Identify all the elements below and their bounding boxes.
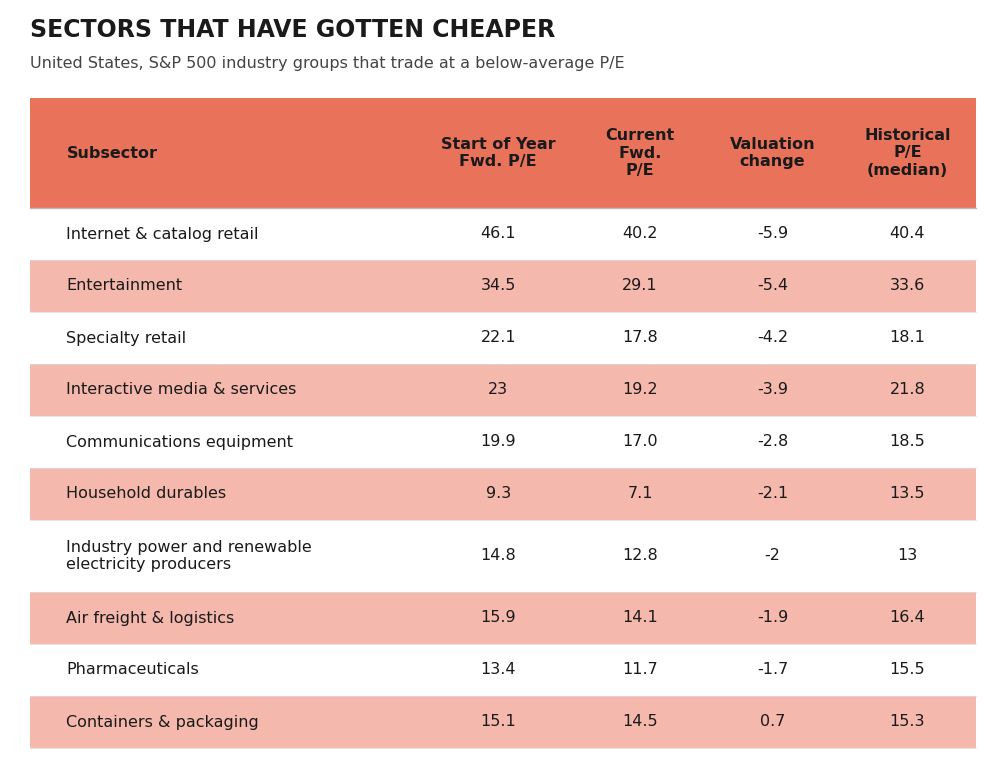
Text: 18.1: 18.1 (890, 331, 925, 345)
Text: 13: 13 (897, 549, 918, 564)
Text: Interactive media & services: Interactive media & services (66, 383, 296, 398)
Text: -3.9: -3.9 (757, 383, 788, 398)
Text: 16.4: 16.4 (890, 610, 925, 626)
Text: 21.8: 21.8 (890, 383, 925, 398)
Text: Air freight & logistics: Air freight & logistics (66, 610, 234, 626)
Text: Specialty retail: Specialty retail (66, 331, 186, 345)
Text: Industry power and renewable
electricity producers: Industry power and renewable electricity… (66, 539, 312, 572)
Bar (30, 312, 976, 364)
Bar (30, 208, 976, 260)
Bar (30, 644, 976, 696)
Bar (30, 520, 976, 592)
Text: 12.8: 12.8 (623, 549, 658, 564)
Bar (30, 748, 976, 762)
Text: Current
Fwd.
P/E: Current Fwd. P/E (606, 128, 675, 178)
Text: United States, S&P 500 industry groups that trade at a below-average P/E: United States, S&P 500 industry groups t… (30, 56, 625, 71)
Text: 13.4: 13.4 (480, 662, 517, 677)
Text: 23: 23 (488, 383, 509, 398)
Text: 17.0: 17.0 (623, 434, 658, 450)
Bar (30, 416, 976, 468)
Text: -1.9: -1.9 (757, 610, 788, 626)
Text: 15.3: 15.3 (890, 715, 925, 729)
Text: -2.8: -2.8 (757, 434, 788, 450)
Text: 9.3: 9.3 (485, 486, 511, 501)
Text: 13.5: 13.5 (890, 486, 925, 501)
Text: 0.7: 0.7 (760, 715, 786, 729)
Text: Subsector: Subsector (66, 146, 157, 161)
Text: Valuation
change: Valuation change (730, 137, 816, 169)
Text: 17.8: 17.8 (623, 331, 658, 345)
Text: -2: -2 (765, 549, 781, 564)
Text: 14.8: 14.8 (480, 549, 517, 564)
Text: -4.2: -4.2 (757, 331, 788, 345)
Bar (30, 260, 976, 312)
Text: -5.9: -5.9 (757, 226, 788, 242)
Text: 40.4: 40.4 (890, 226, 925, 242)
Text: 19.9: 19.9 (480, 434, 517, 450)
Bar (30, 364, 976, 416)
Text: Start of Year
Fwd. P/E: Start of Year Fwd. P/E (441, 137, 556, 169)
Text: 46.1: 46.1 (480, 226, 517, 242)
Text: Communications equipment: Communications equipment (66, 434, 293, 450)
Bar (30, 98, 976, 208)
Text: 14.5: 14.5 (623, 715, 658, 729)
Text: Pharmaceuticals: Pharmaceuticals (66, 662, 199, 677)
Text: Entertainment: Entertainment (66, 278, 182, 293)
Text: -1.7: -1.7 (757, 662, 788, 677)
Text: 33.6: 33.6 (890, 278, 925, 293)
Bar (30, 468, 976, 520)
Text: 15.5: 15.5 (890, 662, 925, 677)
Text: Household durables: Household durables (66, 486, 226, 501)
Bar (30, 592, 976, 644)
Text: Historical
P/E
(median): Historical P/E (median) (864, 128, 951, 178)
Text: 11.7: 11.7 (623, 662, 658, 677)
Text: 14.1: 14.1 (623, 610, 658, 626)
Text: Internet & catalog retail: Internet & catalog retail (66, 226, 259, 242)
Text: -5.4: -5.4 (757, 278, 788, 293)
Text: 18.5: 18.5 (890, 434, 925, 450)
Text: 29.1: 29.1 (623, 278, 658, 293)
Text: 34.5: 34.5 (480, 278, 516, 293)
Text: SECTORS THAT HAVE GOTTEN CHEAPER: SECTORS THAT HAVE GOTTEN CHEAPER (30, 18, 556, 42)
Text: 15.9: 15.9 (480, 610, 517, 626)
Text: 22.1: 22.1 (480, 331, 517, 345)
Text: 15.1: 15.1 (480, 715, 517, 729)
Text: 7.1: 7.1 (628, 486, 653, 501)
Text: -2.1: -2.1 (757, 486, 788, 501)
Bar (30, 696, 976, 748)
Text: Containers & packaging: Containers & packaging (66, 715, 259, 729)
Text: 40.2: 40.2 (623, 226, 658, 242)
Text: 19.2: 19.2 (623, 383, 658, 398)
